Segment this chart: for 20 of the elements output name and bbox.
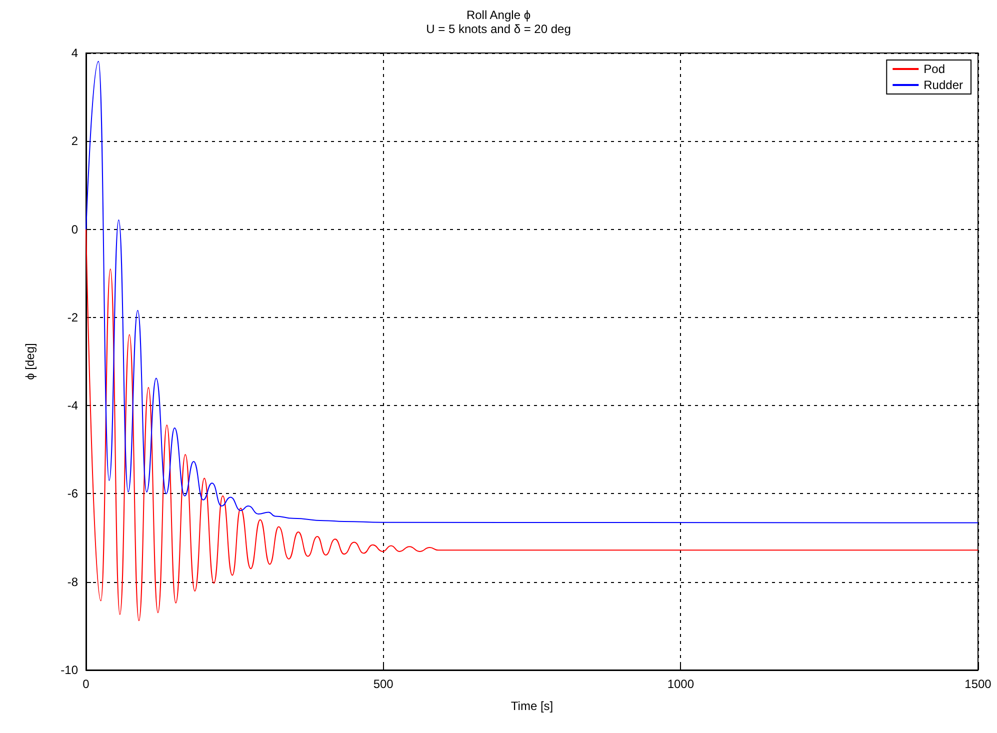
x-tick-label: 0 [82,677,90,691]
x-tick-label: 1000 [667,677,694,691]
legend-label: Pod [924,62,945,76]
y-tick-label: -10 [60,663,78,677]
y-tick-label: -8 [67,574,78,589]
y-axis-title: ϕ [deg] [23,343,37,380]
y-tick-label: -4 [67,398,78,413]
y-tick-label: -2 [67,310,78,324]
x-axis-title: Time [s] [510,699,554,713]
y-tick-label: 2 [71,134,78,148]
chart-title: Roll Angle ϕ [466,8,531,22]
y-tick-label: -6 [67,486,78,501]
line-series [86,228,978,622]
legend-label: Rudder [924,78,964,92]
y-tick-label: 0 [71,222,78,236]
x-tick-label: 500 [373,677,394,691]
line-series [86,60,978,524]
y-tick-label: 4 [71,46,78,60]
chart-subtitle: U = 5 knots and δ = 20 deg [426,22,571,36]
x-tick-label: 1500 [964,677,992,691]
